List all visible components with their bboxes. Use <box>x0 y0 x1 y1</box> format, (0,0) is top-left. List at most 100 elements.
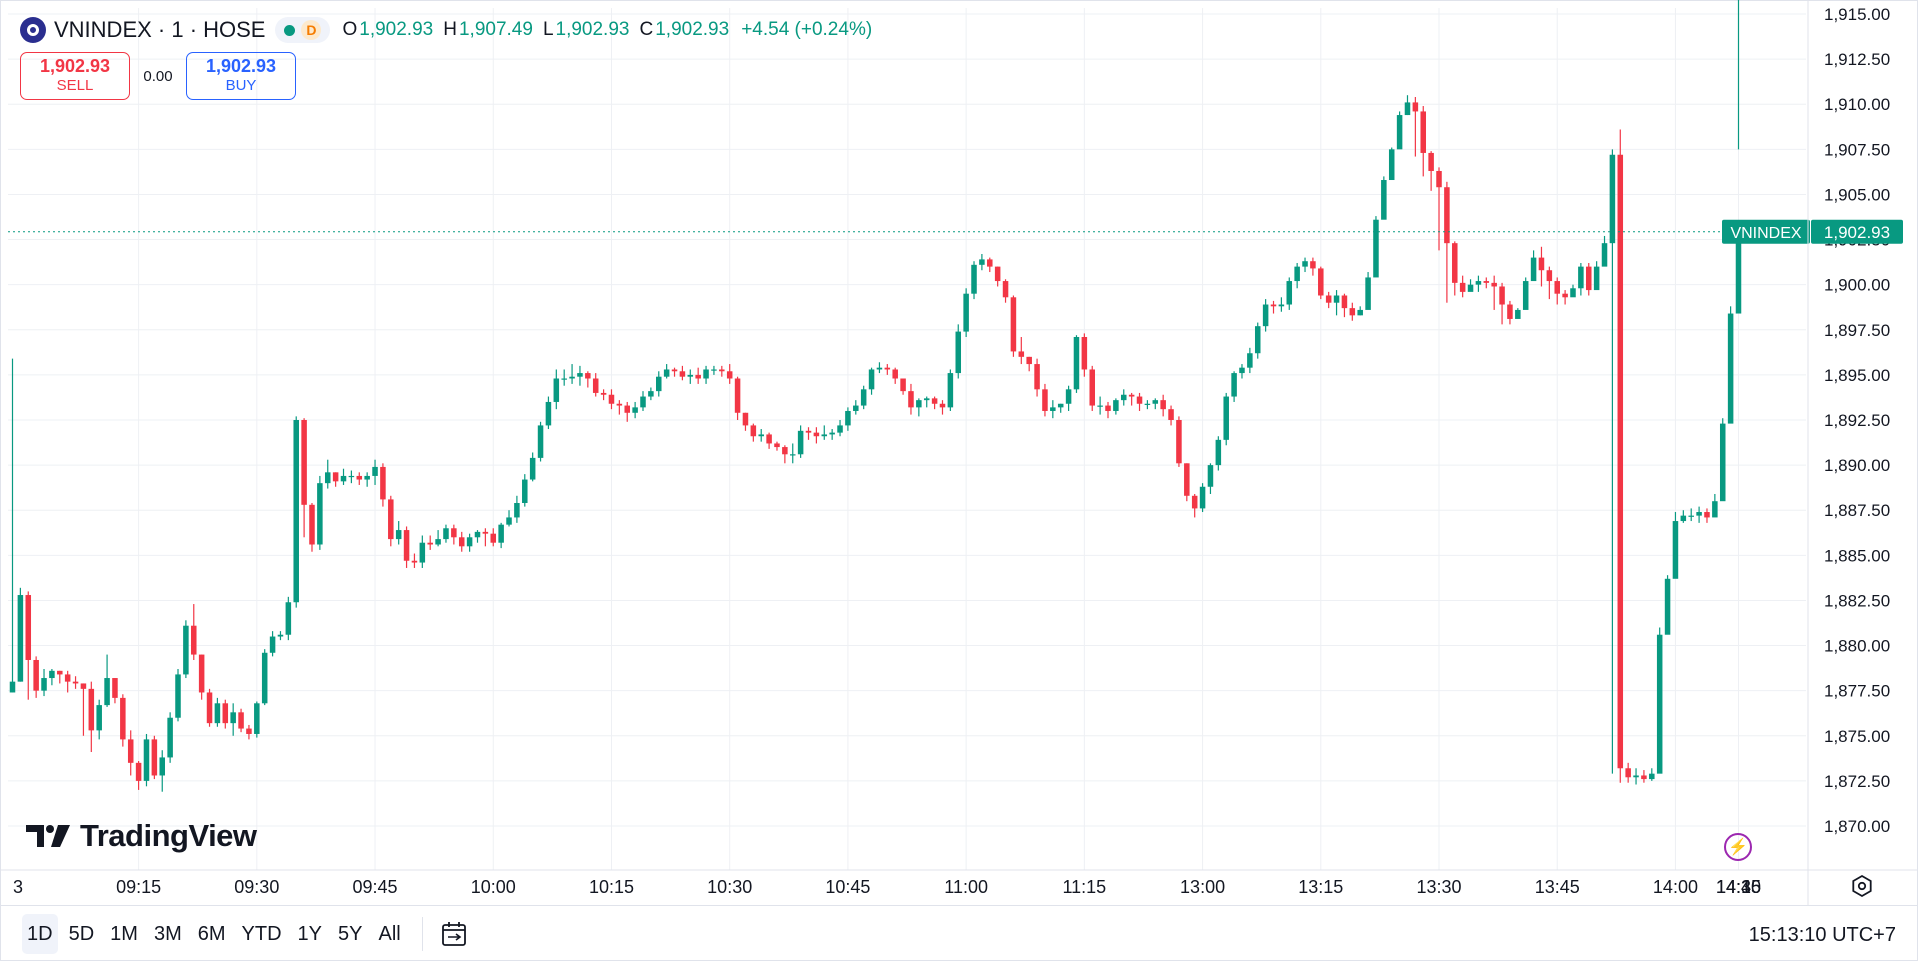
candle-body <box>1381 180 1387 220</box>
candle-body <box>222 703 229 724</box>
range-button-5y[interactable]: 5Y <box>338 922 363 945</box>
range-button-3m[interactable]: 3M <box>153 922 182 945</box>
high-label: H <box>443 19 457 40</box>
candle-body <box>529 457 536 480</box>
candle-body <box>1302 261 1308 267</box>
range-button-6m[interactable]: 6M <box>197 922 226 945</box>
candle-body <box>17 595 24 682</box>
candle-body <box>1712 501 1718 518</box>
candle-body <box>616 403 623 406</box>
candle-body <box>1522 281 1529 310</box>
x-tick-label: 14:45 <box>1716 877 1761 897</box>
candle-body <box>285 602 292 635</box>
candle-body <box>191 625 197 655</box>
candle-body <box>372 466 378 476</box>
x-tick-label: 14:15 <box>1716 877 1761 897</box>
clock-timezone[interactable]: 15:13:10 UTC+7 <box>1748 924 1896 946</box>
candle-body <box>829 432 835 435</box>
candle-body <box>293 420 299 603</box>
interval-badge: D <box>301 20 322 40</box>
candle-body <box>1625 768 1631 778</box>
y-tick-label: 1,912.50 <box>1824 50 1890 69</box>
range-button-all[interactable]: All <box>378 922 401 945</box>
y-tick-label: 1,880.00 <box>1824 637 1890 656</box>
candle-body <box>987 259 993 267</box>
candle-body <box>64 674 71 682</box>
candle-body <box>340 475 347 482</box>
candle-body <box>206 692 213 724</box>
y-tick-label: 1,907.50 <box>1824 140 1890 159</box>
y-tick-label: 1,890.00 <box>1824 456 1890 475</box>
candle-body <box>939 403 946 408</box>
candle-body <box>955 331 962 374</box>
candle-body <box>127 739 134 763</box>
candle-body <box>474 531 481 538</box>
candle-body <box>789 454 796 456</box>
sell-button[interactable]: 1,902.93 SELL <box>20 52 130 100</box>
candle-body <box>742 412 749 426</box>
candle-body <box>663 369 670 377</box>
settings-gear-icon[interactable] <box>1850 874 1874 898</box>
x-tick-label: 10:00 <box>471 877 516 897</box>
candle-body <box>1247 353 1253 368</box>
candle-body <box>1696 512 1702 516</box>
candle-body <box>719 369 725 372</box>
candle-body <box>766 434 772 444</box>
y-tick-label: 1,897.50 <box>1824 321 1890 340</box>
y-tick-label: 1,877.50 <box>1824 682 1890 701</box>
go-to-date-calendar-icon[interactable] <box>439 914 469 954</box>
candle-body <box>1073 336 1080 390</box>
buy-label: BUY <box>225 77 257 94</box>
tradingview-logo[interactable]: TradingView <box>26 818 257 854</box>
candle-body <box>1365 277 1371 310</box>
candle-body <box>466 537 473 547</box>
buy-button[interactable]: 1,902.93 BUY <box>186 52 296 100</box>
candle-body <box>797 430 804 455</box>
range-button-1d[interactable]: 1D <box>22 914 58 954</box>
candle-body <box>135 762 142 781</box>
range-button-ytd[interactable]: YTD <box>241 922 282 945</box>
open-label: O <box>342 19 358 40</box>
candle-body <box>443 528 449 540</box>
candle-body <box>1499 286 1505 305</box>
candle-body <box>1333 295 1340 303</box>
candle-body <box>1325 295 1332 303</box>
range-button-1m[interactable]: 1M <box>110 922 138 945</box>
candle-body <box>427 542 433 545</box>
spread-value: 0.00 <box>143 67 173 85</box>
candle-body <box>458 537 465 547</box>
candle-body <box>1562 293 1568 298</box>
x-tick-label: 10:15 <box>589 877 634 897</box>
change-value: +4.54 (+0.24%) <box>741 19 873 40</box>
range-button-1y[interactable]: 1Y <box>297 922 323 945</box>
candle-body <box>1199 486 1206 509</box>
y-tick-label: 1,910.00 <box>1824 95 1890 114</box>
candle-body <box>214 703 221 724</box>
candle-body <box>900 378 906 392</box>
candle-body <box>1254 326 1261 354</box>
x-tick-label: 09:30 <box>234 877 279 897</box>
y-tick-label: 1,885.00 <box>1824 546 1890 565</box>
market-status[interactable]: D <box>275 17 331 43</box>
candle-body <box>167 717 173 758</box>
candle-body <box>813 432 820 437</box>
symbol-title[interactable]: VNINDEX · 1 · HOSE <box>54 17 266 42</box>
candle-body <box>585 373 591 379</box>
candle-body <box>703 369 709 379</box>
candle-body <box>25 595 32 660</box>
range-button-5d[interactable]: 5D <box>68 922 95 945</box>
candle-body <box>33 659 39 691</box>
candle-body <box>1168 409 1174 420</box>
candle-body <box>451 528 457 538</box>
candle-body <box>41 678 47 691</box>
candle-body <box>317 483 323 545</box>
candle-body <box>892 369 898 379</box>
candle-body <box>1672 521 1679 579</box>
candle-body <box>821 434 828 437</box>
candle-body <box>853 405 859 411</box>
candle-body <box>1546 270 1553 282</box>
candle-body <box>1191 495 1198 509</box>
candle-body <box>1570 288 1576 298</box>
lightning-icon[interactable]: ⚡ <box>1724 833 1752 861</box>
